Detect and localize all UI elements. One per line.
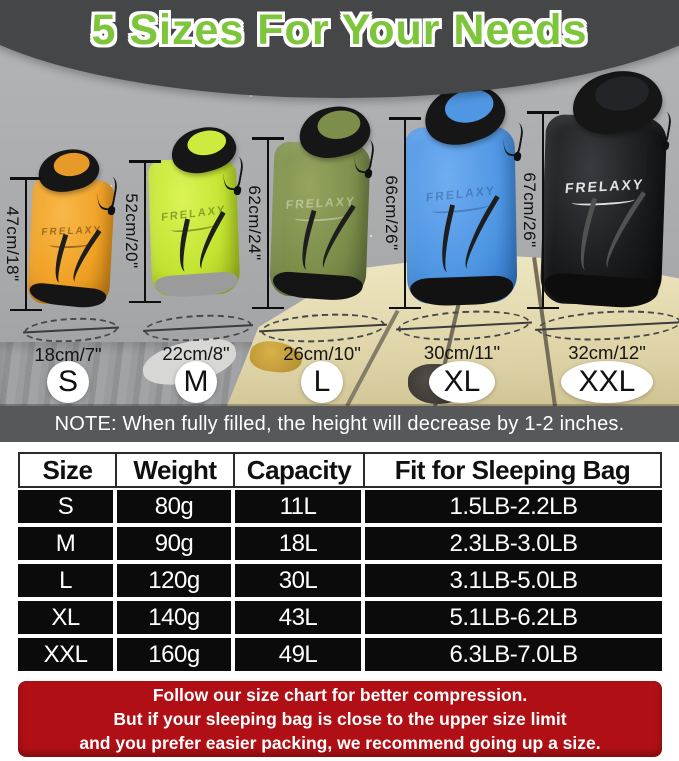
sack-bottom-cap (28, 282, 108, 311)
diameter-label-xxl: 32cm/12" (568, 342, 646, 363)
table-row: XL 140g 43L 5.1LB-6.2LB (18, 601, 662, 634)
table-row: XXL 160g 49L 6.3LB-7.0LB (18, 638, 662, 671)
note-bar: NOTE: When fully filled, the height will… (0, 406, 679, 442)
table-cell: 18L (235, 527, 361, 560)
table-cell: S (18, 490, 113, 523)
table-header-cell: Capacity (235, 454, 365, 486)
table-row: L 120g 30L 3.1LB-5.0LB (18, 564, 662, 597)
brand-logo: FRELAXY (564, 175, 645, 196)
brand-logo: FRELAXY (285, 193, 357, 212)
page-title: 5 Sizes For Your Needs (91, 6, 588, 54)
footer-line: and you prefer easier packing, we recomm… (79, 733, 601, 753)
table-row: S 80g 11L 1.5LB-2.2LB (18, 490, 662, 523)
size-badge-l: L (301, 361, 343, 403)
drawstring-cord (221, 154, 246, 192)
table-cell: 11L (235, 490, 361, 523)
stuff-sack-xxl: FRELAXY (539, 62, 673, 314)
height-label-m: 52cm/20" (122, 193, 141, 269)
size-badge-s: S (47, 361, 89, 403)
height-label-xl: 66cm/26" (382, 175, 401, 251)
size-table-header: Size Weight Capacity Fit for Sleeping Ba… (18, 452, 662, 488)
size-badge-m: M (175, 361, 217, 403)
height-dimension-line-m (129, 160, 161, 303)
sack-bottom-cap (271, 270, 364, 302)
base-diameter-ellipse-m (143, 312, 253, 344)
table-cell: XL (18, 601, 113, 634)
sack-bottom-cap (542, 272, 659, 311)
height-dimension-line-s (10, 177, 42, 311)
sack-body: FRELAXY (404, 125, 518, 307)
height-label-s: 47cm/18" (3, 206, 22, 282)
hero-photo-montage: 5 Sizes For Your Needs FRELAXY FRELAXY F… (0, 0, 679, 406)
sack-bottom-cap (410, 274, 515, 307)
table-cell: 90g (117, 527, 231, 560)
footer-advice-box: Follow our size chart for better compres… (18, 681, 662, 757)
height-dimension-line-l (252, 137, 284, 309)
stuff-sack-l: FRELAXY (269, 99, 376, 305)
table-header-cell: Size (20, 454, 117, 486)
sack-bottom-cap (154, 271, 239, 300)
size-badge-xl: XL (429, 361, 495, 403)
table-cell: 120g (117, 564, 231, 597)
snow-speckles (250, 95, 252, 97)
table-cell: 80g (117, 490, 231, 523)
table-header-cell: Fit for Sleeping Bag (394, 454, 631, 485)
table-cell: 49L (235, 638, 361, 671)
diameter-label-l: 26cm/10" (283, 343, 361, 364)
table-cell: 30L (235, 564, 361, 597)
brand-logo: FRELAXY (425, 183, 496, 205)
diameter-label-m: 22cm/8" (162, 343, 230, 364)
table-header-cell: Weight (117, 454, 235, 486)
base-diameter-ellipse-s (23, 315, 119, 345)
table-cell: 2.3LB-3.0LB (365, 527, 662, 560)
height-label-l: 62cm/24" (245, 185, 264, 261)
table-cell: 5.1LB-6.2LB (365, 601, 662, 634)
table-cell: XXL (18, 638, 113, 671)
diameter-label-s: 18cm/7" (34, 344, 102, 365)
table-cell: 140g (117, 601, 231, 634)
table-cell: M (18, 527, 113, 560)
table-cell: 3.1LB-5.0LB (365, 564, 662, 597)
height-label-xxl: 67cm/26" (520, 172, 539, 248)
table-cell: 160g (117, 638, 231, 671)
table-cell: 6.3LB-7.0LB (365, 638, 662, 671)
stuff-sack-xl: FRELAXY (404, 74, 525, 312)
size-badge-xxl: XXL (561, 361, 653, 403)
sack-body: FRELAXY (539, 113, 668, 311)
height-dimension-line-xxl (527, 111, 559, 309)
footer-line: Follow our size chart for better compres… (152, 685, 528, 705)
height-dimension-line-xl (389, 117, 421, 309)
table-cell: 1.5LB-2.2LB (365, 490, 662, 523)
stuff-sack-s: FRELAXY (26, 143, 119, 312)
footer-line: But if your sleeping bag is close to the… (113, 709, 567, 729)
stuff-sack-m: FRELAXY (147, 119, 246, 302)
table-cell: 43L (235, 601, 361, 634)
table-cell: L (18, 564, 113, 597)
diameter-label-xl: 30cm/11" (423, 342, 501, 363)
compression-strap (572, 197, 609, 271)
table-row: M 90g 18L 2.3LB-3.0LB (18, 527, 662, 560)
